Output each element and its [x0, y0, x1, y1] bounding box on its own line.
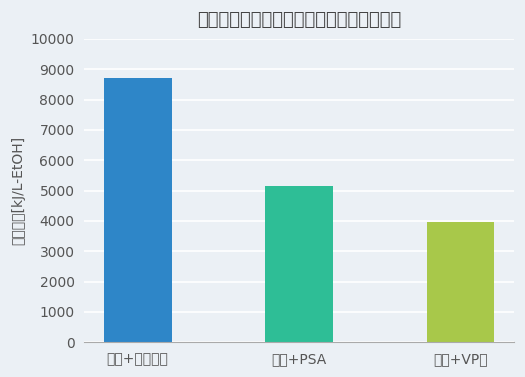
- Bar: [427, 222, 495, 342]
- Bar: [104, 78, 172, 342]
- Bar: [265, 186, 333, 342]
- Y-axis label: 所要熱量[kJ/L-EtOH]: 所要熱量[kJ/L-EtOH]: [11, 136, 25, 245]
- Title: エタノール蕲留プロセスのエネルギー試算: エタノール蕲留プロセスのエネルギー試算: [197, 11, 401, 29]
